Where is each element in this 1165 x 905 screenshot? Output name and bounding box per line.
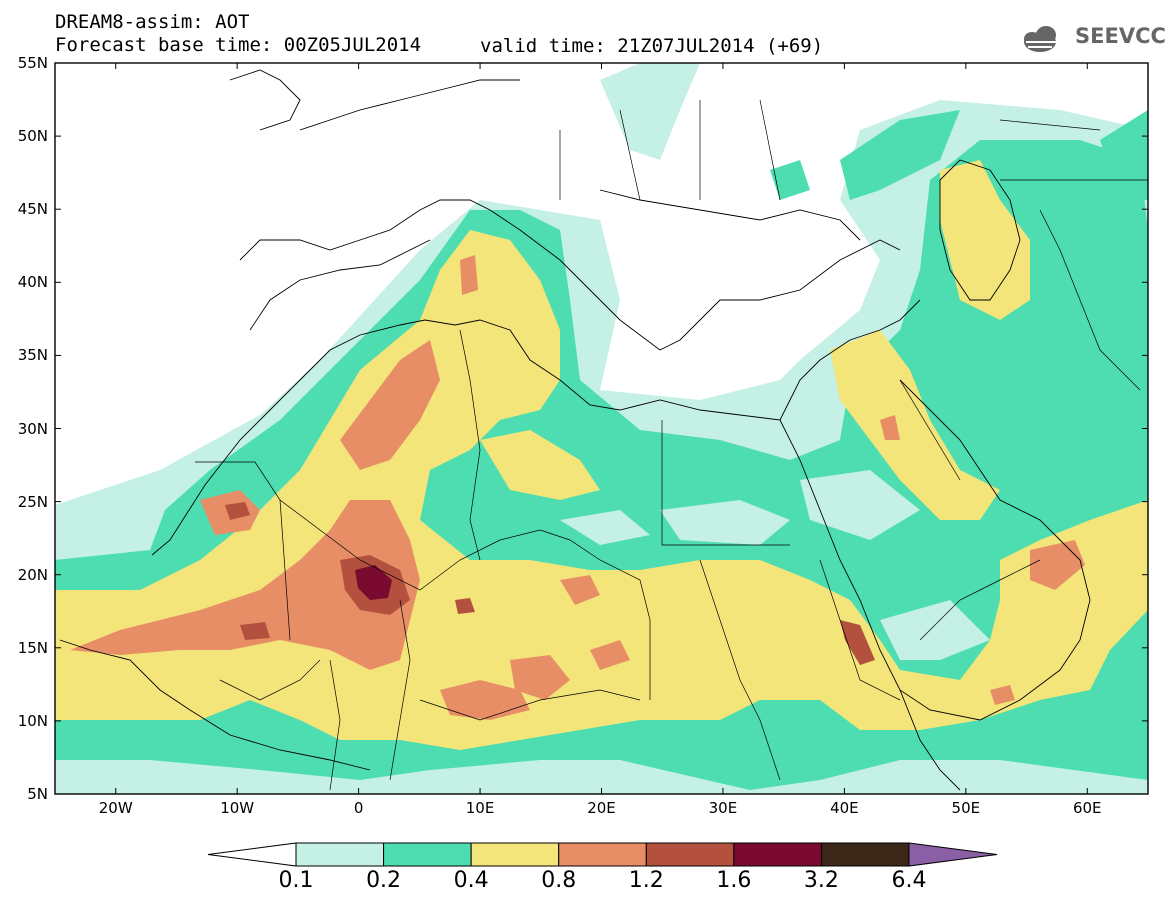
lat-tick-label: 55N [17, 54, 48, 72]
lon-tick-label: 20E [587, 799, 616, 817]
colorbar-label: 6.4 [891, 868, 927, 893]
colorbar-label: 0.1 [278, 868, 314, 893]
lat-tick-label: 15N [17, 638, 48, 657]
lat-tick-label: 25N [17, 492, 48, 511]
valid-time: valid time: 21Z07JUL2014 (+69) [480, 35, 824, 57]
lat-tick-label: 20N [17, 565, 48, 584]
aot-level-0.8 [70, 255, 1085, 720]
lon-tick-label: 20W [98, 799, 133, 817]
colorbar-box [295, 842, 385, 867]
colorbar-box [558, 842, 647, 867]
colorbar-label: 0.8 [541, 868, 577, 893]
lon-tick-label: 50E [951, 799, 981, 817]
colorbar-label: 1.6 [716, 868, 752, 893]
colorbar-box [645, 842, 735, 867]
colorbar-label: 0.2 [366, 868, 402, 893]
aot-level-1.6 [355, 565, 392, 600]
colorbar-box [820, 842, 910, 867]
lat-tick-label: 10N [17, 711, 48, 730]
lat-tick-label: 50N [17, 127, 48, 146]
lat-tick-label: 35N [17, 346, 48, 365]
lat-tick-label: 45N [17, 200, 48, 219]
colorbar-box [383, 842, 472, 867]
colorbar-label: 3.2 [803, 868, 839, 893]
forecast-base-time: Forecast base time: 00Z05JUL2014 [55, 34, 422, 56]
cloud-icon [1024, 26, 1056, 52]
lon-tick-label: 40E [830, 799, 859, 817]
seevccc-logo [1024, 26, 1056, 52]
lon-tick-label: 60E [1072, 799, 1102, 817]
borders [195, 99, 1148, 791]
lon-tick-label: 30E [708, 799, 738, 817]
colorbar-over-arrow [908, 842, 998, 867]
lon-tick-label: 0 [353, 799, 364, 817]
colorbar-box [733, 842, 822, 867]
coastlines [59, 69, 1091, 791]
lon-tick-label: 10W [220, 799, 255, 817]
colorbar-label: 0.4 [453, 868, 489, 893]
map-title: DREAM8-assim: AOT [55, 11, 250, 33]
colorbar-label: 1.2 [628, 868, 664, 893]
logo-text: SEEVCCC [1075, 24, 1165, 48]
lat-tick-label: 5N [27, 785, 48, 803]
aot-gaps [560, 470, 990, 660]
colorbar-box [470, 842, 560, 867]
colorbar-under-arrow [207, 842, 297, 867]
lat-tick-label: 40N [17, 273, 48, 292]
lat-tick-label: 30N [17, 419, 48, 438]
lon-tick-label: 10E [465, 799, 495, 817]
colorbar [207, 842, 998, 867]
